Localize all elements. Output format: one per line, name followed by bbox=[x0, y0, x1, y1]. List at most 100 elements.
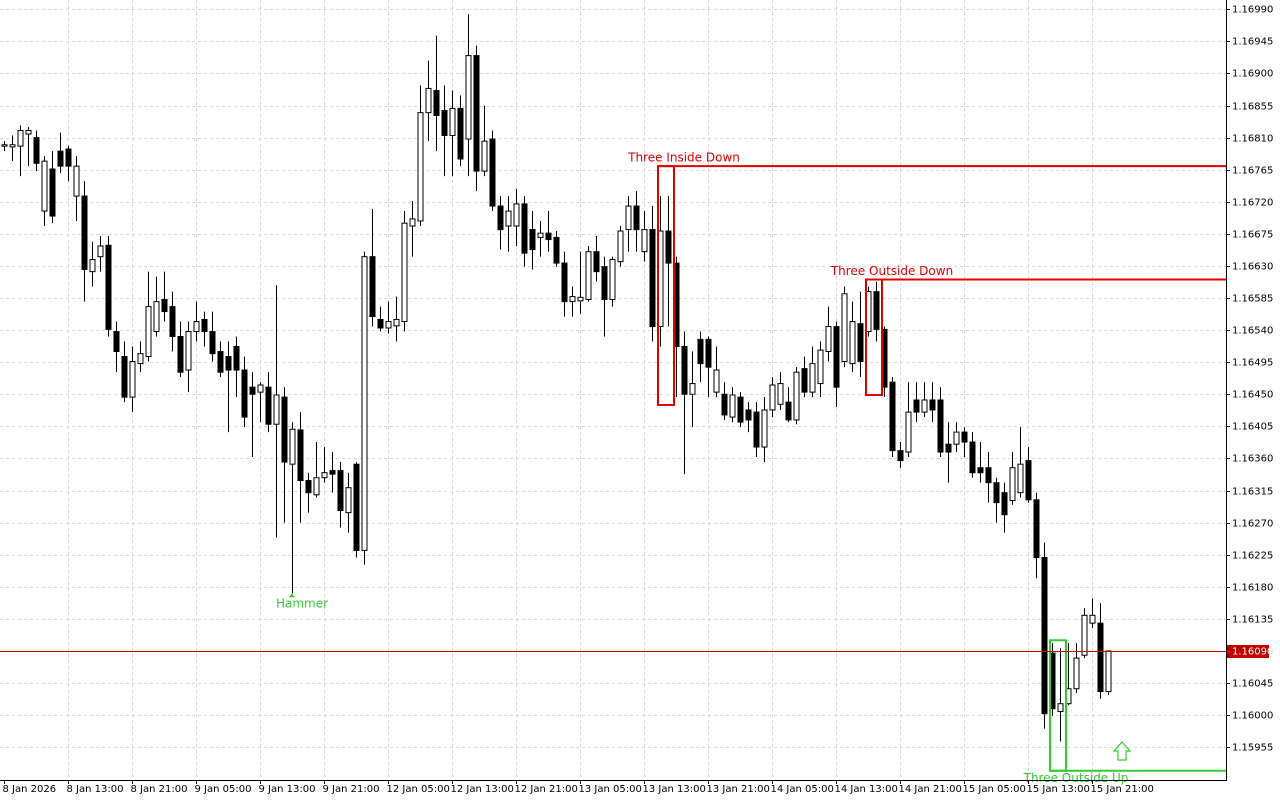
candle-body bbox=[305, 480, 312, 494]
x-tick-label: 15 Jan 21:00 bbox=[1091, 784, 1154, 795]
candle-body bbox=[209, 331, 216, 355]
candle-body bbox=[913, 399, 920, 413]
candle-body bbox=[201, 318, 208, 333]
candle-body bbox=[1041, 557, 1048, 715]
candle-body bbox=[33, 137, 40, 164]
candle-body bbox=[193, 321, 200, 333]
candle-body bbox=[25, 129, 32, 135]
candle-body bbox=[73, 165, 80, 197]
candle-body bbox=[433, 90, 440, 117]
y-tick-label: 1.16315 bbox=[1232, 487, 1273, 498]
candle-body bbox=[993, 482, 1000, 504]
y-tick-label: 1.15955 bbox=[1232, 743, 1273, 754]
candle-body bbox=[265, 386, 272, 425]
y-tick-label: 1.16765 bbox=[1232, 166, 1273, 177]
candle-body bbox=[905, 411, 912, 453]
candle-body bbox=[577, 296, 584, 302]
candle-body bbox=[385, 321, 392, 329]
candle-body bbox=[889, 381, 896, 452]
candle-body bbox=[1025, 460, 1032, 501]
candle-body bbox=[785, 401, 792, 421]
candle-body bbox=[857, 323, 864, 362]
candle-body bbox=[225, 355, 232, 371]
current-price-label: 1.16090 bbox=[1232, 647, 1273, 658]
y-tick-label: 1.16405 bbox=[1232, 422, 1273, 433]
candle-body bbox=[177, 336, 184, 373]
candle-body bbox=[665, 230, 672, 264]
candle-body bbox=[729, 394, 736, 418]
candle-body bbox=[737, 396, 744, 423]
x-tick-label: 8 Jan 13:00 bbox=[67, 784, 124, 795]
candle-body bbox=[313, 477, 320, 496]
candle-body bbox=[129, 360, 136, 398]
candle-body bbox=[1009, 467, 1016, 502]
candle-body bbox=[841, 293, 848, 362]
axes: 1.16990 1.16945 1.16900 1.16855 1.16810 1.167… bbox=[3, 5, 1274, 796]
candle-body bbox=[49, 168, 56, 217]
x-tick-label: 14 Jan 21:00 bbox=[899, 784, 962, 795]
overlay: Three Inside Down Three Outside Down Three… bbox=[0, 151, 1226, 785]
candle-body bbox=[777, 383, 784, 405]
marker-label: Hammer bbox=[276, 597, 328, 611]
candle-body bbox=[817, 349, 824, 385]
y-tick-label: 1.16900 bbox=[1232, 69, 1273, 80]
grid bbox=[0, 0, 1226, 780]
candle-body bbox=[161, 298, 168, 313]
candle-body bbox=[625, 205, 632, 231]
candle-body bbox=[473, 55, 480, 172]
candle-body bbox=[329, 470, 336, 475]
candle-body bbox=[1097, 622, 1104, 693]
candle-body bbox=[921, 399, 928, 413]
candle-body bbox=[641, 229, 648, 253]
candle-body bbox=[425, 87, 432, 114]
candle-body bbox=[985, 467, 992, 484]
x-tick-label: 14 Jan 05:00 bbox=[771, 784, 834, 795]
candle-body bbox=[969, 441, 976, 474]
candle-body bbox=[465, 55, 472, 140]
candle-body bbox=[945, 443, 952, 453]
candle-body bbox=[529, 229, 536, 251]
candle-body bbox=[649, 229, 656, 328]
candle-body bbox=[609, 259, 616, 300]
candle-body bbox=[377, 318, 384, 329]
candle-body bbox=[537, 232, 544, 238]
candle-body bbox=[145, 306, 152, 357]
candle-body bbox=[345, 487, 352, 514]
candle-body bbox=[1081, 614, 1088, 656]
y-tick-label: 1.16585 bbox=[1232, 294, 1273, 305]
candle-body bbox=[1073, 657, 1080, 690]
y-tick-label: 1.16810 bbox=[1232, 134, 1273, 145]
candle-body bbox=[353, 463, 360, 551]
candle-body bbox=[745, 409, 752, 421]
candle-body bbox=[321, 472, 328, 479]
candle-body bbox=[1017, 463, 1024, 494]
y-tick-label: 1.16360 bbox=[1232, 454, 1273, 465]
candle-body bbox=[153, 301, 160, 333]
candle-body bbox=[273, 394, 280, 425]
candle-body bbox=[833, 326, 840, 388]
candle-body bbox=[449, 107, 456, 136]
y-tick-label: 1.16945 bbox=[1232, 37, 1273, 48]
pattern-label: Three Outside Down bbox=[830, 264, 953, 278]
current-price-box bbox=[1227, 645, 1269, 658]
candle-body bbox=[289, 428, 296, 465]
candle-body bbox=[801, 368, 808, 393]
candle-body bbox=[105, 244, 112, 330]
candle-body bbox=[505, 210, 512, 227]
candle-body bbox=[257, 384, 264, 393]
candle-body bbox=[113, 331, 120, 352]
candle-body bbox=[81, 195, 88, 271]
candle-body bbox=[1033, 499, 1040, 559]
candle-body bbox=[929, 399, 936, 411]
candle-body bbox=[401, 222, 408, 323]
candle-body bbox=[249, 386, 256, 395]
candle-body bbox=[513, 203, 520, 227]
x-tick-label: 13 Jan 13:00 bbox=[643, 784, 706, 795]
candle-body bbox=[681, 346, 688, 395]
candle-body bbox=[409, 218, 416, 227]
candle-body bbox=[825, 326, 832, 352]
candle-body bbox=[185, 331, 192, 371]
candle-body bbox=[241, 369, 248, 418]
candle-body bbox=[897, 450, 904, 462]
